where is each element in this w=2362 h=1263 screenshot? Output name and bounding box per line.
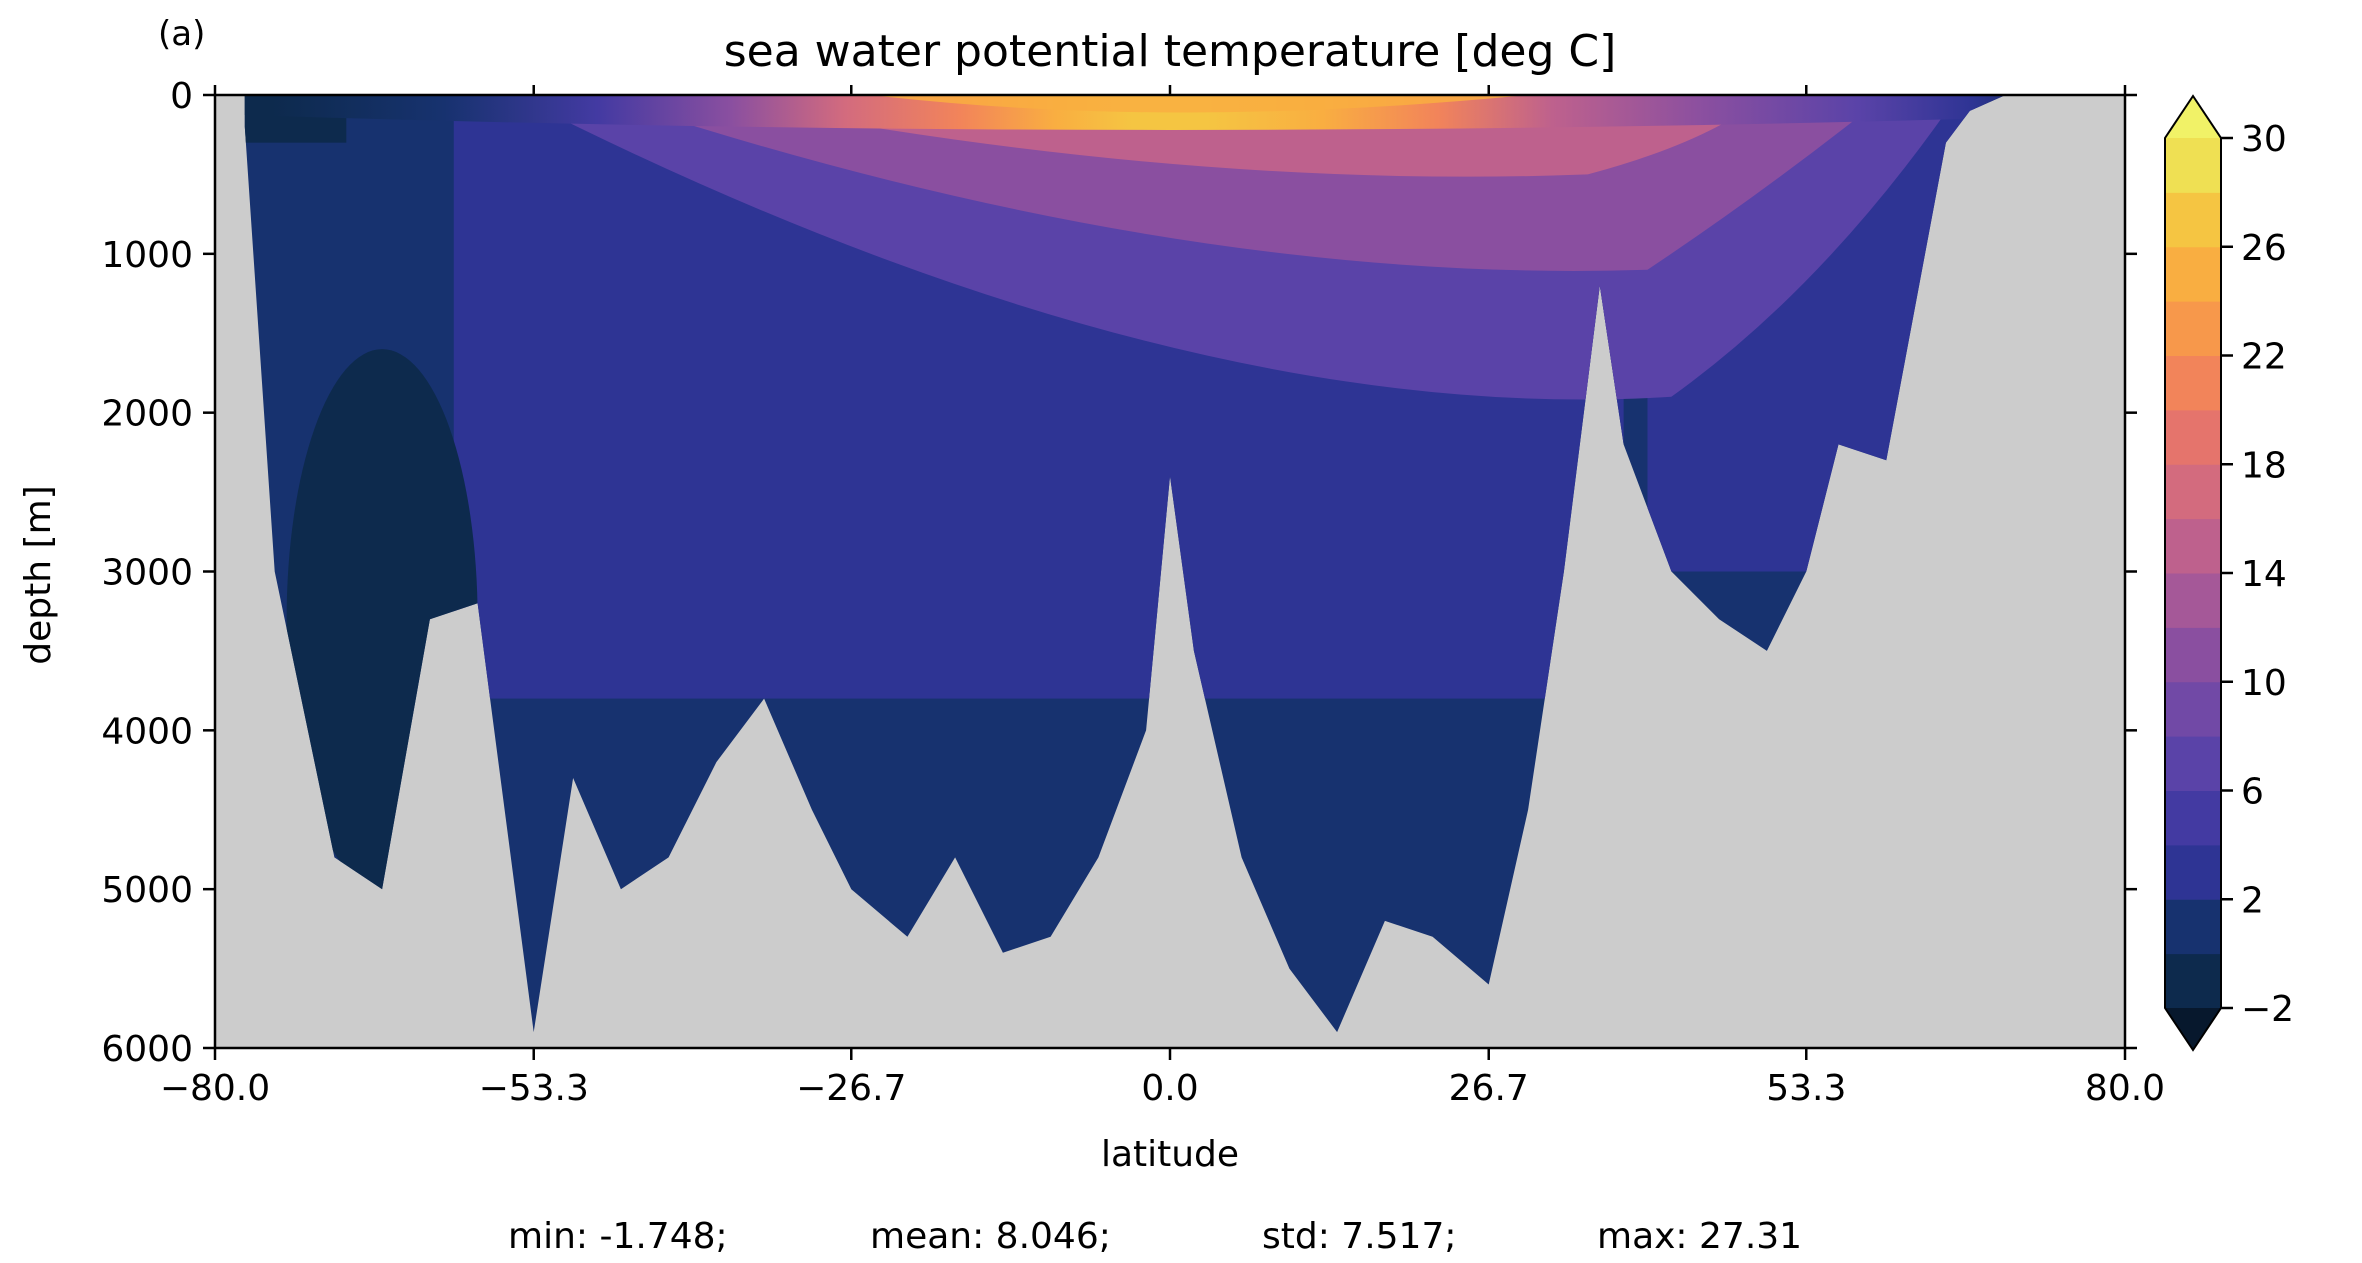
surface-mixed-layer [244,95,2006,130]
colorbar-band [2165,464,2221,520]
colorbar-tick-label: 22 [2241,337,2287,378]
y-tick-label: 3000 [101,553,193,594]
colorbar-band [2165,844,2221,900]
colorbar-under-arrow [2165,1008,2221,1050]
colorbar-tick-label: 30 [2241,119,2287,160]
colorbar-band [2165,790,2221,846]
colorbar-band [2165,192,2221,248]
colorbar-band [2165,246,2221,302]
x-tick-label: −80.0 [160,1068,270,1109]
panel-label: (a) [158,14,205,54]
colorbar-band [2165,355,2221,411]
colorbar-tick-label: 26 [2241,228,2287,269]
x-axis-label: latitude [1101,1134,1239,1175]
colorbar-band [2165,138,2221,193]
x-tick-label: 0.0 [1141,1068,1198,1109]
colorbar-tick-label: 2 [2241,880,2264,921]
colorbar-band [2165,518,2221,574]
plot-area [213,93,2127,1050]
tropical-surface-water [871,95,1529,113]
y-tick-label: 0 [170,76,193,117]
stat-std: std: 7.517; [1262,1216,1456,1257]
colorbar-band [2165,953,2221,1009]
stat-max: max: 27.31 [1597,1216,1802,1257]
x-tick-label: 26.7 [1449,1068,1529,1109]
colorbar-band [2165,681,2221,737]
y-tick-label: 6000 [101,1029,193,1070]
colorbar-band [2165,301,2221,356]
x-axis: −80.0 −53.3 −26.7 0.0 26.7 53.3 80.0 [160,85,2165,1109]
x-tick-label: 80.0 [2085,1068,2165,1109]
colorbar-tick-label: 6 [2241,772,2264,813]
y-axis: 0 1000 2000 3000 4000 5000 6000 [101,76,2137,1070]
colorbar-band [2165,627,2221,683]
x-tick-label: 53.3 [1766,1068,1846,1109]
stat-min: min: -1.748; [508,1216,728,1257]
colorbar-tick-label: 10 [2241,663,2287,704]
y-axis-label: depth [m] [18,485,59,664]
y-tick-label: 1000 [101,235,193,276]
y-tick-label: 4000 [101,711,193,752]
chart-title: sea water potential temperature [deg C] [724,26,1617,77]
x-tick-label: −53.3 [479,1068,589,1109]
stat-mean: mean: 8.046; [870,1216,1111,1257]
colorbar-over-arrow [2165,96,2221,138]
y-tick-label: 5000 [101,870,193,911]
colorbar-tick-label: 18 [2241,445,2287,486]
y-tick-label: 2000 [101,394,193,435]
colorbar-tick-label: −2 [2241,989,2294,1030]
colorbar-band [2165,573,2221,628]
x-tick-label: −26.7 [796,1068,906,1109]
colorbar-band [2165,409,2221,465]
colorbar-band [2165,899,2221,955]
colorbar-tick-label: 14 [2241,554,2287,595]
colorbar-band [2165,736,2221,791]
